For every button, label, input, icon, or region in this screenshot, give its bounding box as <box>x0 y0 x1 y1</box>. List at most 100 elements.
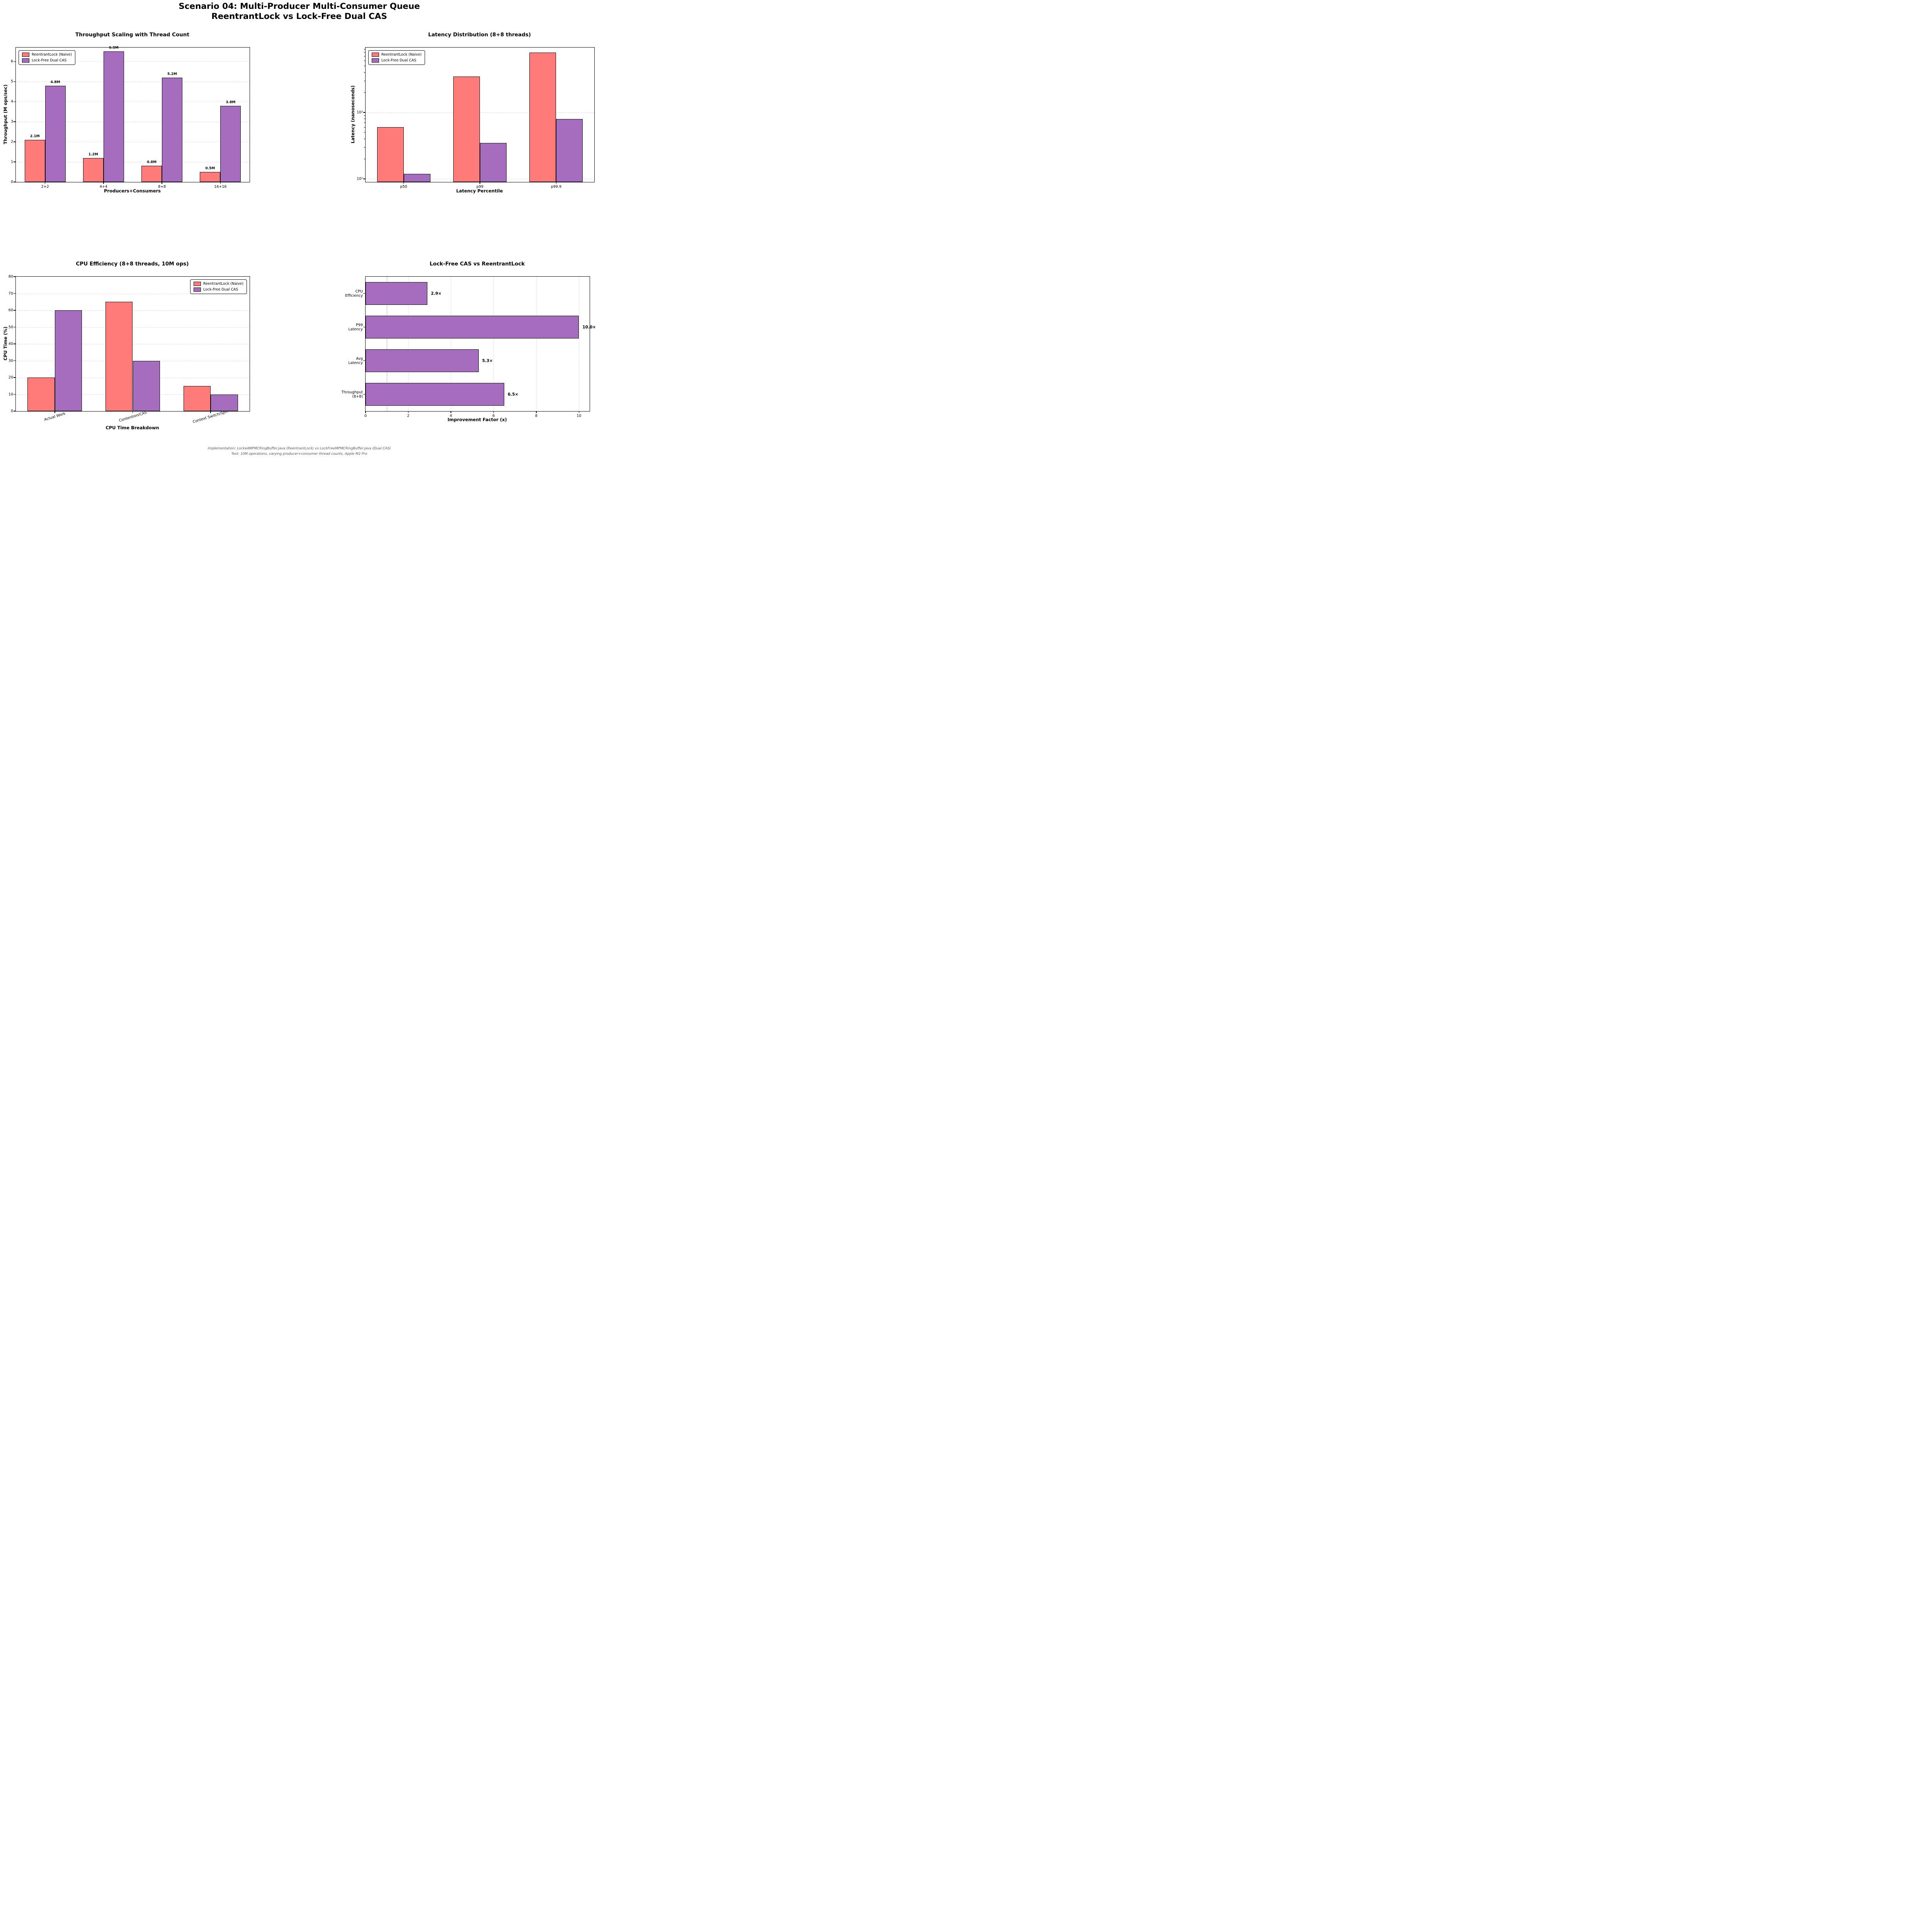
bar-lockfree <box>45 85 66 182</box>
x-axis-label: Producers+Consumers <box>104 188 161 194</box>
chart-title: Throughput Scaling with Thread Count <box>75 32 189 38</box>
bar-value-label: 4.8M <box>50 80 60 84</box>
footnote-line2: Test: 10M operations, varying producer+c… <box>231 452 367 456</box>
bar-lockfree <box>162 77 183 182</box>
x-tick-mark <box>493 411 494 413</box>
legend-swatch-icon <box>194 282 201 286</box>
bar-value-label: 2.9× <box>431 291 442 296</box>
bar-improvement <box>366 349 479 372</box>
bar-lockfree <box>556 119 583 182</box>
bar-reentrantlock <box>529 52 556 182</box>
grid-line <box>366 112 594 113</box>
legend-swatch-icon <box>22 53 29 57</box>
y-tick-label: 6 <box>10 59 13 64</box>
y-tick-label: 60 <box>8 308 13 313</box>
y-tick-label: 5 <box>10 79 13 84</box>
x-tick-label: 6 <box>492 414 495 418</box>
legend-swatch-icon <box>372 53 379 57</box>
y-tick-mark <box>13 293 15 294</box>
y-minor-tick-mark <box>364 92 365 93</box>
y-tick-mark <box>13 121 15 122</box>
x-tick-label: p99 <box>476 185 484 189</box>
y-tick-label: Throughput (8+8) <box>341 390 363 399</box>
y-tick-label: 10 <box>8 392 13 396</box>
y-tick-mark <box>363 394 365 395</box>
chart-cpu-efficiency: CPU Efficiency (8+8 threads, 10M ops) CP… <box>0 0 599 457</box>
bar-reentrantlock <box>183 386 211 411</box>
x-tick-mark <box>220 182 221 184</box>
bar-reentrantlock <box>377 127 404 182</box>
x-tick-label: 10 <box>577 414 582 418</box>
x-tick-label: 16+16 <box>214 185 227 189</box>
chart-latency-distribution: Latency Distribution (8+8 threads) Laten… <box>0 0 599 457</box>
y-tick-mark <box>363 293 365 294</box>
bar-reentrantlock <box>27 378 55 411</box>
bar-reentrantlock <box>105 302 133 411</box>
bar-reentrantlock <box>83 158 104 182</box>
chart-improvement-factor: Lock-Free CAS vs ReentrantLock 0 2 4 6 8 10 CP… <box>0 0 599 457</box>
figure-title-line2: ReentrantLock vs Lock-Free Dual CAS <box>211 12 387 21</box>
y-tick-label: P99 Latency <box>348 323 363 332</box>
x-tick-mark <box>103 182 104 184</box>
bar-lockfree <box>103 51 124 182</box>
bar-reentrantlock <box>141 166 162 182</box>
y-minor-tick-mark <box>364 132 365 133</box>
grid-line <box>536 277 537 411</box>
grid-line <box>16 327 250 328</box>
x-tick-label: 2 <box>407 414 410 418</box>
plot-area-throughput: 0 1 2 3 4 5 6 2+2 4+4 8+8 16+16 2.1M 1.2M 0.8M 0.5M 4.8… <box>11 46 250 189</box>
x-tick-mark <box>54 411 55 413</box>
legend-label: Lock-Free Dual CAS <box>381 58 417 63</box>
legend-swatch-icon <box>194 287 201 292</box>
x-tick-label: p99.9 <box>551 185 561 189</box>
bar-value-label: 10.0× <box>582 325 596 330</box>
x-axis-label: Latency Percentile <box>456 188 503 194</box>
legend: ReentrantLock (Naive) Lock-Free Dual CAS <box>190 279 247 294</box>
figure-title: Scenario 04: Multi-Producer Multi-Consum… <box>0 2 599 22</box>
legend-label: ReentrantLock (Naive) <box>381 53 422 57</box>
y-tick-label: 80 <box>8 274 13 279</box>
plot-area-latency: 10² 10³ p50 p99 p99.9 ReentrantLock (Naive) Lo… <box>357 47 595 189</box>
legend-label: Lock-Free Dual CAS <box>203 287 238 292</box>
legend-entry: Lock-Free Dual CAS <box>194 287 243 292</box>
y-tick-label: 10³ <box>357 110 363 115</box>
footnote-line1: Implementation: LockedMPMCRingBuffer.jav… <box>207 447 391 451</box>
y-tick-label: 30 <box>8 359 13 363</box>
grid-line <box>16 61 250 62</box>
legend-entry: ReentrantLock (Naive) <box>22 53 72 57</box>
y-tick-mark <box>13 377 15 378</box>
y-minor-tick-mark <box>364 122 365 123</box>
legend-label: ReentrantLock (Naive) <box>32 53 72 57</box>
y-tick-label: 4 <box>10 99 13 104</box>
y-tick-label: 0 <box>10 180 13 184</box>
bar-value-label: 0.5M <box>205 167 215 171</box>
bar-value-label: 1.2M <box>88 152 98 156</box>
legend-swatch-icon <box>22 58 29 63</box>
legend-label: Lock-Free Dual CAS <box>32 58 67 63</box>
bar-value-label: 3.8M <box>226 100 236 104</box>
x-tick-label: 8 <box>535 414 537 418</box>
legend-swatch-icon <box>372 58 379 63</box>
x-tick-label: 2+2 <box>41 185 49 189</box>
bar-value-label: 6.5M <box>109 46 119 50</box>
x-tick-label: 4 <box>449 414 452 418</box>
bar-reentrantlock <box>453 76 480 182</box>
x-tick-label: 4+4 <box>99 185 107 189</box>
y-minor-tick-mark <box>364 72 365 73</box>
bar-reentrantlock <box>24 139 45 182</box>
legend-entry: Lock-Free Dual CAS <box>372 58 422 63</box>
x-axis-label: Improvement Factor (x) <box>447 417 507 422</box>
bar-lockfree <box>403 173 430 182</box>
plot-area-cpu: 0 10 20 30 40 50 60 70 80 Actual Work Contention/C… <box>9 275 250 424</box>
bar-lockfree <box>211 394 238 411</box>
chart-throughput-scaling: Throughput Scaling with Thread Count Thr… <box>0 0 599 457</box>
bar-reentrantlock <box>200 172 221 182</box>
figure-footnote: Implementation: LockedMPMCRingBuffer.jav… <box>0 446 599 457</box>
y-tick-label: 20 <box>8 375 13 380</box>
bar-value-label: 6.5× <box>508 392 519 397</box>
y-tick-label: 1 <box>10 160 13 164</box>
x-tick-mark <box>210 411 211 413</box>
y-tick-label: 2 <box>10 139 13 144</box>
x-tick-label: 0 <box>364 414 367 418</box>
legend-label: ReentrantLock (Naive) <box>203 282 243 286</box>
